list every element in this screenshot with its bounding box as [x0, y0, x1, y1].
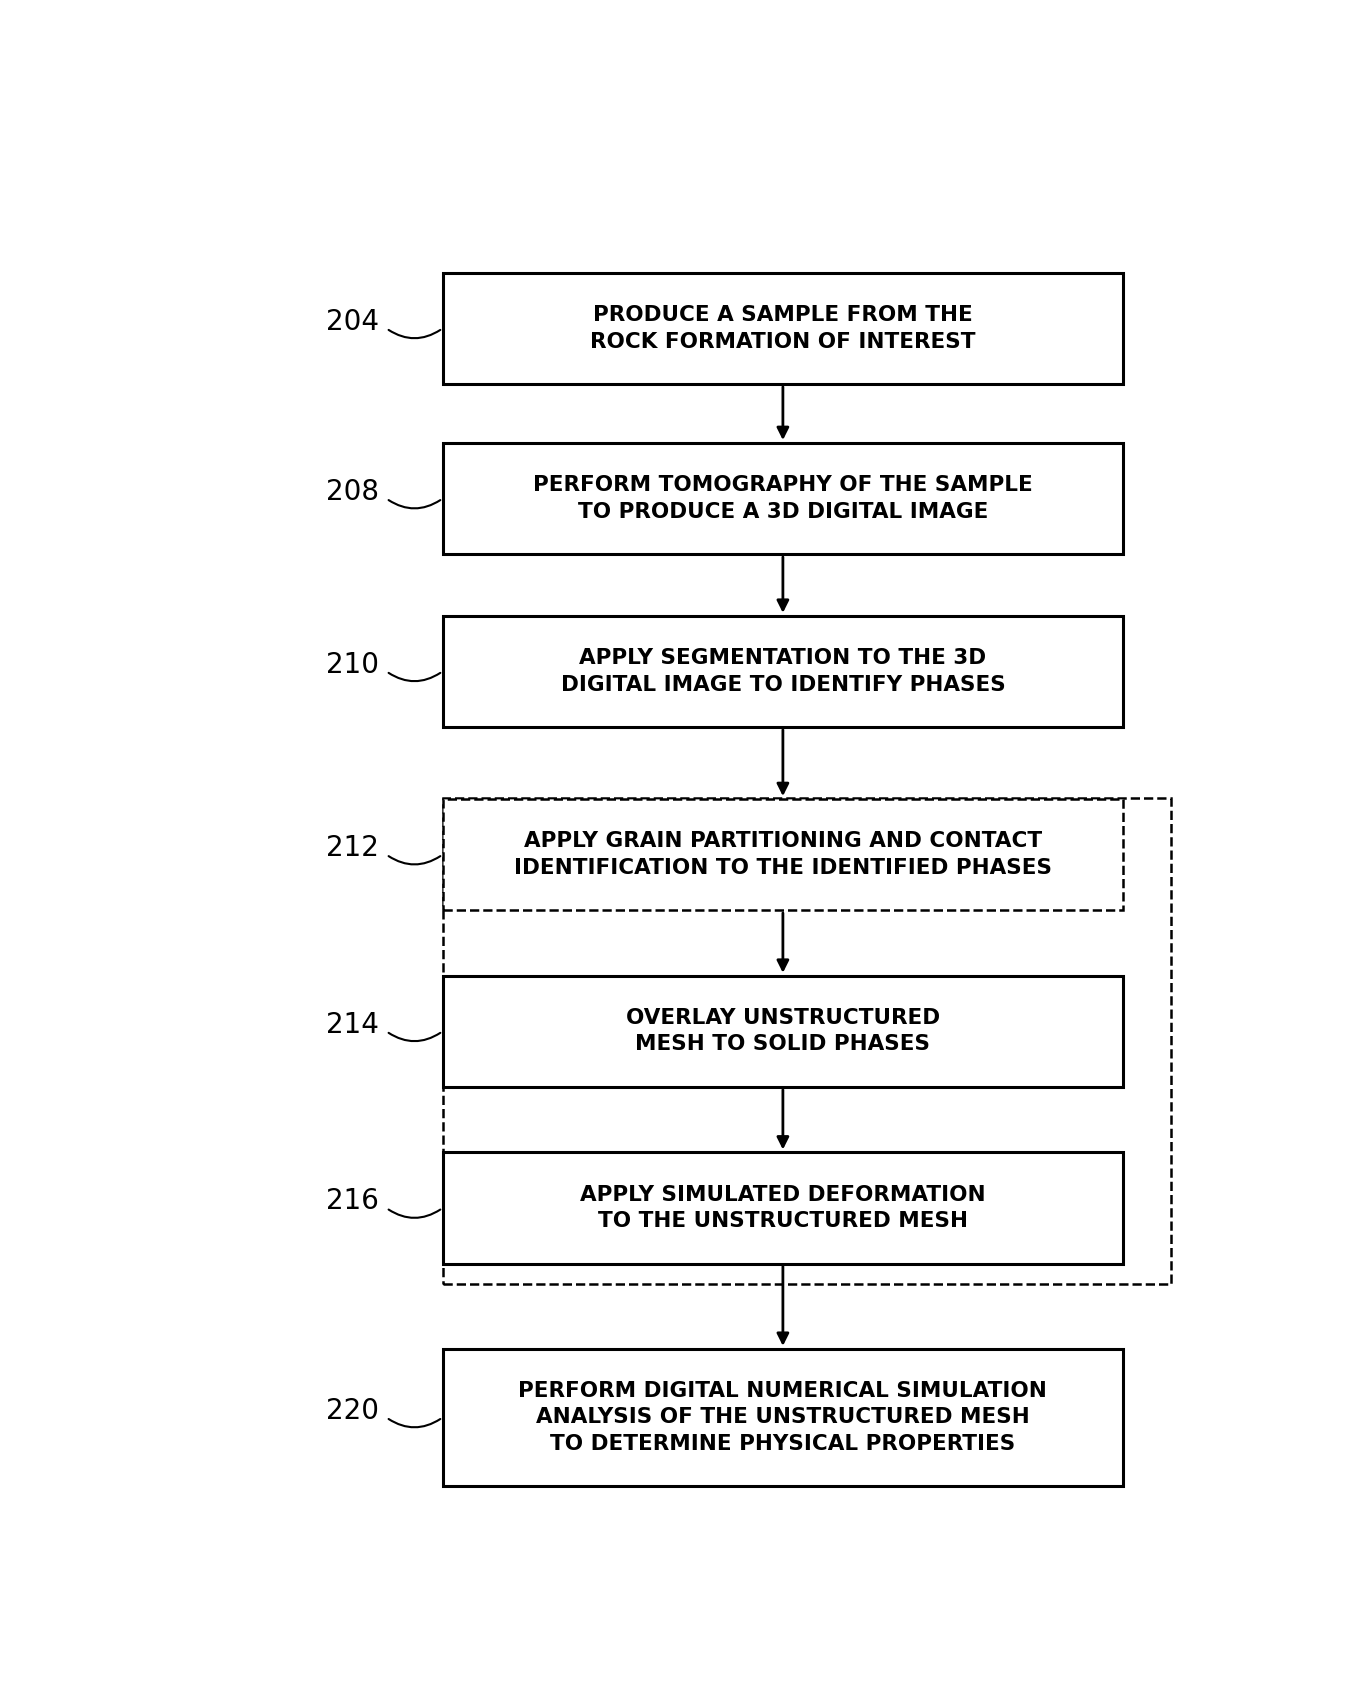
- Text: PRODUCE A SAMPLE FROM THE
ROCK FORMATION OF INTEREST: PRODUCE A SAMPLE FROM THE ROCK FORMATION…: [590, 306, 975, 352]
- Bar: [443, 1153, 1124, 1263]
- Bar: [443, 272, 1124, 384]
- Text: PERFORM DIGITAL NUMERICAL SIMULATION
ANALYSIS OF THE UNSTRUCTURED MESH
TO DETERM: PERFORM DIGITAL NUMERICAL SIMULATION ANA…: [519, 1380, 1047, 1454]
- Text: 208: 208: [325, 478, 379, 507]
- Bar: [443, 444, 1124, 554]
- Bar: [443, 799, 1124, 910]
- Text: PERFORM TOMOGRAPHY OF THE SAMPLE
TO PRODUCE A 3D DIGITAL IMAGE: PERFORM TOMOGRAPHY OF THE SAMPLE TO PROD…: [534, 476, 1033, 522]
- Bar: [443, 976, 1124, 1086]
- Bar: [443, 1348, 1124, 1486]
- Text: 214: 214: [327, 1012, 379, 1039]
- Text: 204: 204: [325, 308, 379, 337]
- Text: APPLY SEGMENTATION TO THE 3D
DIGITAL IMAGE TO IDENTIFY PHASES: APPLY SEGMENTATION TO THE 3D DIGITAL IMA…: [561, 648, 1006, 695]
- Bar: [443, 615, 1124, 728]
- Bar: [443, 799, 1170, 1284]
- Text: APPLY SIMULATED DEFORMATION
TO THE UNSTRUCTURED MESH: APPLY SIMULATED DEFORMATION TO THE UNSTR…: [580, 1185, 985, 1231]
- Text: OVERLAY UNSTRUCTURED
MESH TO SOLID PHASES: OVERLAY UNSTRUCTURED MESH TO SOLID PHASE…: [626, 1008, 940, 1054]
- Text: 220: 220: [325, 1397, 379, 1425]
- Text: 216: 216: [327, 1188, 379, 1216]
- Text: 210: 210: [325, 651, 379, 678]
- Text: 212: 212: [327, 835, 379, 862]
- Text: APPLY GRAIN PARTITIONING AND CONTACT
IDENTIFICATION TO THE IDENTIFIED PHASES: APPLY GRAIN PARTITIONING AND CONTACT IDE…: [514, 831, 1052, 877]
